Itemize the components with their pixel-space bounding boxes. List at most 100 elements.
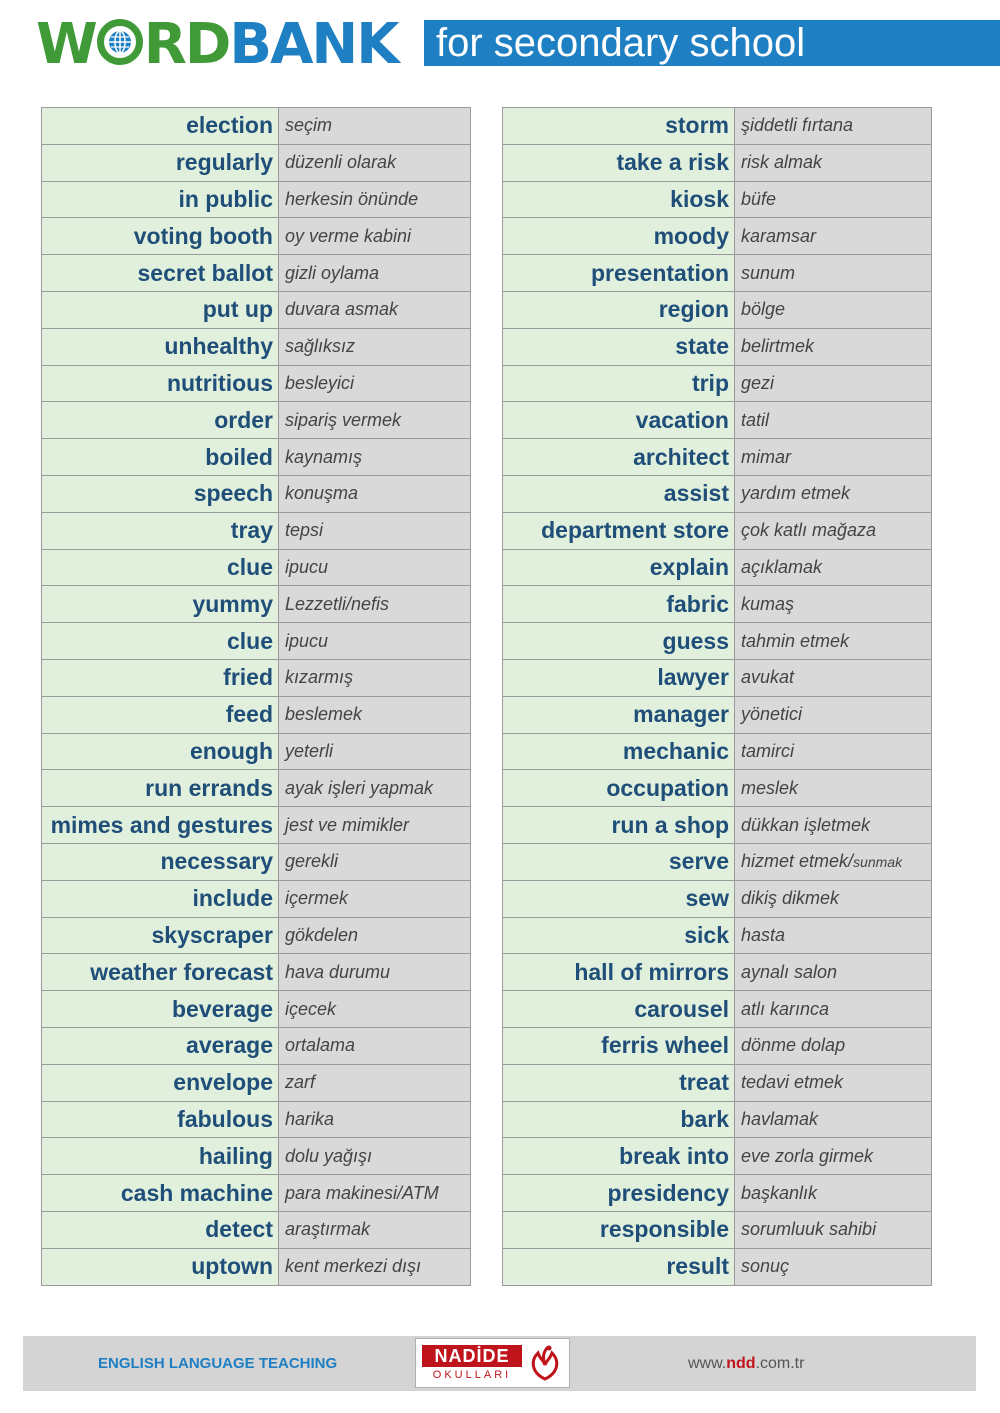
turkish-translation: kumaş: [735, 586, 931, 623]
english-word: manager: [503, 696, 735, 733]
english-word: election: [42, 108, 279, 144]
turkish-translation: karamsar: [735, 218, 931, 255]
word-row: voting booth oy verme kabini: [42, 217, 470, 255]
english-word: clue: [42, 549, 279, 586]
translation-text: tamirci: [741, 740, 794, 761]
word-row: hailing dolu yağışı: [42, 1137, 470, 1175]
word-row: region bölge: [503, 290, 931, 328]
translation-text: para makinesi/ATM: [285, 1182, 439, 1203]
word-row: result sonuç: [503, 1247, 931, 1285]
turkish-translation: gizli oylama: [279, 255, 470, 291]
turkish-translation: sorumluuk sahibi: [735, 1211, 931, 1248]
english-word: weather forecast: [42, 954, 279, 991]
translation-text: sağlıksız: [285, 336, 356, 357]
translation-text: sonuç: [741, 1256, 790, 1277]
url-prefix: www.: [688, 1355, 727, 1372]
english-word: fabric: [503, 586, 735, 623]
subtitle-banner: for secondary school: [424, 20, 1000, 66]
turkish-translation: ipucu: [279, 623, 470, 659]
turkish-translation: sağlıksız: [279, 328, 470, 365]
english-word: ferris wheel: [503, 1027, 735, 1064]
word-row: weather forecast hava durumu: [42, 953, 470, 991]
english-word: feed: [42, 696, 279, 733]
translation-text: kumaş: [741, 593, 795, 614]
turkish-translation: araştırmak: [279, 1211, 470, 1248]
translation-text: içecek: [285, 998, 337, 1019]
footer: ENGLISH LANGUAGE TEACHING NADİDE OKULLAR…: [23, 1336, 976, 1391]
turkish-translation: eve zorla girmek: [735, 1138, 931, 1175]
english-word: occupation: [503, 770, 735, 807]
word-row: presentation sunum: [503, 254, 931, 291]
word-row: run errands ayak işleri yapmak: [42, 769, 470, 807]
translation-text: eve zorla girmek: [741, 1145, 874, 1166]
translation-text: havlamak: [741, 1108, 819, 1129]
turkish-translation: duvara asmak: [279, 291, 470, 328]
word-row: uptown kent merkezi dışı: [42, 1247, 470, 1285]
english-word: put up: [42, 291, 279, 328]
translation-text: jest ve mimikler: [285, 814, 410, 835]
translation-text: tatil: [741, 409, 770, 430]
translation-text: yeterli: [285, 740, 334, 761]
turkish-translation: düzenli olarak: [279, 144, 470, 181]
english-word: lawyer: [503, 659, 735, 696]
word-row: boiled kaynamış: [42, 438, 470, 475]
turkish-translation: hasta: [735, 917, 931, 954]
english-word: skyscraper: [42, 917, 279, 954]
english-word: beverage: [42, 991, 279, 1027]
english-word: mimes and gestures: [42, 807, 279, 843]
english-word: nutritious: [42, 365, 279, 402]
word-row: put up duvara asmak: [42, 290, 470, 328]
english-word: enough: [42, 733, 279, 770]
word-row: treat tedavi etmek: [503, 1063, 931, 1101]
translation-text: araştırmak: [285, 1219, 371, 1240]
word-row: manager yönetici: [503, 695, 931, 733]
turkish-translation: kaynamış: [279, 439, 470, 475]
turkish-translation: gezi: [735, 365, 931, 402]
translation-text: aynalı salon: [741, 961, 838, 982]
right-word-table: storm şiddetli fırtana take a risk risk alm…: [502, 107, 932, 1286]
english-word: order: [42, 402, 279, 439]
turkish-translation: beslemek: [279, 696, 470, 733]
turkish-translation: aynalı salon: [735, 954, 931, 991]
word-row: state belirtmek: [503, 327, 931, 365]
turkish-translation: tedavi etmek: [735, 1064, 931, 1101]
turkish-translation: konuşma: [279, 475, 470, 512]
english-word: vacation: [503, 402, 735, 439]
english-word: break into: [503, 1138, 735, 1175]
word-row: average ortalama: [42, 1026, 470, 1064]
word-row: department store çok katlı mağaza: [503, 511, 931, 549]
footer-website[interactable]: www.ndd.com.tr: [688, 1336, 804, 1391]
turkish-translation: büfe: [735, 181, 931, 218]
english-word: kiosk: [503, 181, 735, 218]
footer-department: ENGLISH LANGUAGE TEACHING: [98, 1355, 338, 1372]
word-row: guess tahmin etmek: [503, 622, 931, 659]
english-word: boiled: [42, 439, 279, 475]
english-word: envelope: [42, 1064, 279, 1101]
word-row: envelope zarf: [42, 1063, 470, 1101]
translation-text: dükkan işletmek: [741, 814, 871, 835]
english-word: presidency: [503, 1175, 735, 1211]
english-word: uptown: [42, 1248, 279, 1285]
word-row: speech konuşma: [42, 474, 470, 512]
turkish-translation: ayak işleri yapmak: [279, 770, 470, 807]
turkish-translation: sonuç: [735, 1248, 931, 1285]
translation-text: başkanlık: [741, 1182, 818, 1203]
word-row: sick hasta: [503, 916, 931, 954]
translation-text: tepsi: [285, 520, 324, 541]
translation-text: beslemek: [285, 704, 363, 725]
turkish-translation: ortalama: [279, 1027, 470, 1064]
word-row: ferris wheel dönme dolap: [503, 1026, 931, 1064]
word-row: fabric kumaş: [503, 585, 931, 623]
word-row: clue ipucu: [42, 548, 470, 586]
word-row: explain açıklamak: [503, 548, 931, 586]
header: W RDBANK for secondary school: [0, 0, 1000, 90]
english-word: region: [503, 291, 735, 328]
english-word: explain: [503, 549, 735, 586]
translation-text: büfe: [741, 188, 777, 209]
word-row: assist yardım etmek: [503, 474, 931, 512]
word-row: cash machine para makinesi/ATM: [42, 1174, 470, 1211]
logo-letter-w: W: [36, 12, 98, 77]
translation-text: hasta: [741, 924, 786, 945]
turkish-translation: kızarmış: [279, 659, 470, 696]
word-row: serve hizmet etmek/sunmak: [503, 842, 931, 880]
